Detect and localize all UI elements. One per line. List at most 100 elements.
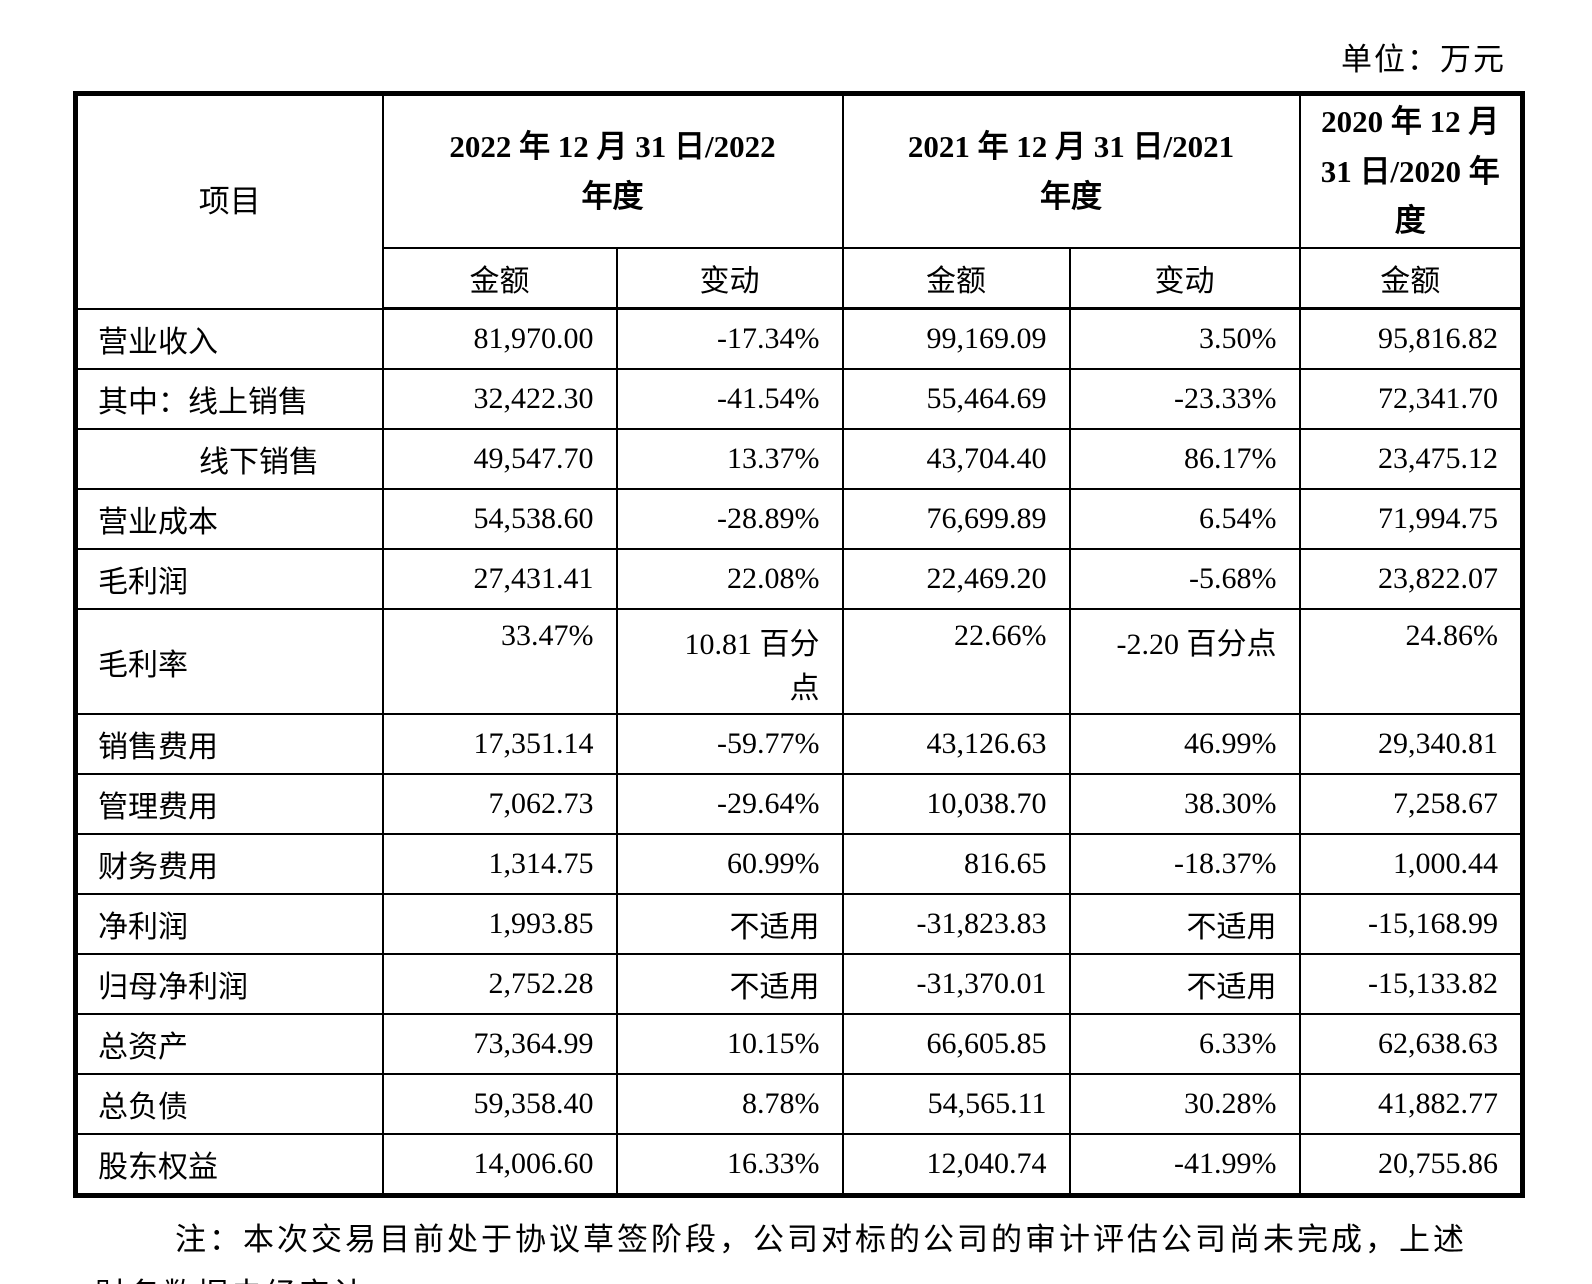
cell-amount-2020: -15,133.82 — [1298, 953, 1524, 1015]
cell-change-2022: 不适用 — [615, 893, 844, 955]
footnote-line2: 财务数据未经审计。 — [95, 1267, 1490, 1284]
row-label: 营业成本 — [74, 488, 384, 550]
header-year-2021-line2: 年度 — [1040, 178, 1102, 214]
row-label: 净利润 — [74, 893, 384, 955]
cell-amount-2022: 2,752.28 — [381, 953, 618, 1015]
table-row: 毛利润 27,431.41 22.08% 22,469.20 -5.68% 23… — [74, 548, 1524, 610]
row-label: 总负债 — [74, 1073, 384, 1135]
cell-amount-2022: 59,358.40 — [381, 1073, 618, 1135]
cell-change-2022: 不适用 — [615, 953, 844, 1015]
cell-amount-2022: 54,538.60 — [381, 488, 618, 550]
cell-amount-2020: 23,822.07 — [1298, 548, 1524, 610]
row-label: 线下销售 — [74, 428, 384, 490]
cell-amount-2022: 81,970.00 — [381, 307, 618, 370]
unit-label: 单位：万元 — [1341, 42, 1506, 77]
subheader-amount-2021: 金额 — [841, 247, 1071, 310]
cell-amount-2020: 41,882.77 — [1298, 1073, 1524, 1135]
header-year-2020-line2: 31 日/2020 年 — [1320, 153, 1500, 189]
table-row: 营业成本 54,538.60 -28.89% 76,699.89 6.54% 7… — [74, 488, 1524, 550]
table-row: 总负债 59,358.40 8.78% 54,565.11 30.28% 41,… — [74, 1073, 1524, 1135]
cell-change-2022: -41.54% — [615, 368, 844, 430]
cell-amount-2021: 66,605.85 — [841, 1013, 1071, 1075]
cell-amount-2022: 27,431.41 — [381, 548, 618, 610]
cell-amount-2021: 99,169.09 — [841, 307, 1071, 370]
cell-change-2021: -41.99% — [1068, 1133, 1301, 1197]
cell-amount-2022: 32,422.30 — [381, 368, 618, 430]
cell-change-2021: 38.30% — [1068, 773, 1301, 835]
cell-change-2022: -28.89% — [615, 488, 844, 550]
header-year-2022-line1: 2022 年 12 月 31 日/2022 — [449, 128, 776, 164]
cell-change-2022: -29.64% — [615, 773, 844, 835]
cell-change-2022: -59.77% — [615, 713, 844, 775]
cell-amount-2020: 24.86% — [1298, 608, 1524, 715]
table-row: 股东权益 14,006.60 16.33% 12,040.74 -41.99% … — [74, 1133, 1524, 1197]
header-year-2020-line3: 度 — [1394, 203, 1426, 239]
header-item: 项目 — [74, 92, 384, 310]
cell-amount-2020: -15,168.99 — [1298, 893, 1524, 955]
cell-amount-2021: 816.65 — [841, 833, 1071, 895]
cell-change-2022: 60.99% — [615, 833, 844, 895]
cell-change-2021: 6.54% — [1068, 488, 1301, 550]
cell-amount-2021: -31,370.01 — [841, 953, 1071, 1015]
cell-change-2022: 10.81 百分点 — [615, 608, 844, 715]
cell-amount-2021: 54,565.11 — [841, 1073, 1071, 1135]
cell-change-2022: 13.37% — [615, 428, 844, 490]
row-label: 财务费用 — [74, 833, 384, 895]
cell-amount-2021: 10,038.70 — [841, 773, 1071, 835]
header-year-2020: 2020 年 12 月 31 日/2020 年 度 — [1298, 92, 1524, 249]
row-label: 归母净利润 — [74, 953, 384, 1015]
cell-amount-2020: 72,341.70 — [1298, 368, 1524, 430]
cell-amount-2022: 73,364.99 — [381, 1013, 618, 1075]
financial-summary-table: 项目 2022 年 12 月 31 日/2022 年度 2021 年 12 月 … — [73, 91, 1525, 1198]
cell-amount-2022: 14,006.60 — [381, 1133, 618, 1197]
cell-amount-2021: 55,464.69 — [841, 368, 1071, 430]
row-label: 总资产 — [74, 1013, 384, 1075]
cell-amount-2022: 17,351.14 — [381, 713, 618, 775]
cell-amount-2021: 12,040.74 — [841, 1133, 1071, 1197]
cell-amount-2020: 62,638.63 — [1298, 1013, 1524, 1075]
table-row: 财务费用 1,314.75 60.99% 816.65 -18.37% 1,00… — [74, 833, 1524, 895]
cell-amount-2020: 20,755.86 — [1298, 1133, 1524, 1197]
row-label: 其中：线上销售 — [74, 368, 384, 430]
cell-amount-2021: 22.66% — [841, 608, 1071, 715]
cell-amount-2020: 29,340.81 — [1298, 713, 1524, 775]
subheader-change-2021: 变动 — [1068, 247, 1301, 310]
cell-amount-2021: 43,126.63 — [841, 713, 1071, 775]
cell-amount-2022: 1,993.85 — [381, 893, 618, 955]
header-year-2021: 2021 年 12 月 31 日/2021 年度 — [841, 92, 1301, 249]
cell-change-2022: 10.15% — [615, 1013, 844, 1075]
cell-change-2021: 不适用 — [1068, 893, 1301, 955]
header-year-2022-line2: 年度 — [581, 178, 644, 214]
table-row: 总资产 73,364.99 10.15% 66,605.85 6.33% 62,… — [74, 1013, 1524, 1075]
row-label: 营业收入 — [74, 307, 384, 370]
row-label: 股东权益 — [74, 1133, 384, 1197]
row-label: 毛利润 — [74, 548, 384, 610]
cell-change-2022: 16.33% — [615, 1133, 844, 1197]
header-year-2022: 2022 年 12 月 31 日/2022 年度 — [381, 92, 844, 249]
cell-change-2021: -18.37% — [1068, 833, 1301, 895]
cell-change-2021: 6.33% — [1068, 1013, 1301, 1075]
table-row: 归母净利润 2,752.28 不适用 -31,370.01 不适用 -15,13… — [74, 953, 1524, 1015]
cell-change-2021: -23.33% — [1068, 368, 1301, 430]
cell-amount-2022: 1,314.75 — [381, 833, 618, 895]
cell-change-2021: 46.99% — [1068, 713, 1301, 775]
cell-change-2021: 30.28% — [1068, 1073, 1301, 1135]
cell-change-2021: 86.17% — [1068, 428, 1301, 490]
cell-change-2021: -5.68% — [1068, 548, 1301, 610]
footnote-line1: 注：本次交易目前处于协议草签阶段，公司对标的公司的审计评估公司尚未完成，上述 — [175, 1222, 1467, 1257]
cell-amount-2020: 7,258.67 — [1298, 773, 1524, 835]
cell-change-2022: -17.34% — [615, 307, 844, 370]
header-row-years: 项目 2022 年 12 月 31 日/2022 年度 2021 年 12 月 … — [74, 92, 1524, 310]
row-label: 毛利率 — [74, 608, 384, 715]
cell-amount-2021: 43,704.40 — [841, 428, 1071, 490]
table-row: 净利润 1,993.85 不适用 -31,823.83 不适用 -15,168.… — [74, 893, 1524, 955]
table-row: 毛利率 33.47% 10.81 百分点 22.66% -2.20 百分点 24… — [74, 608, 1524, 715]
cell-amount-2022: 33.47% — [381, 608, 618, 715]
table-row: 线下销售 49,547.70 13.37% 43,704.40 86.17% 2… — [74, 428, 1524, 490]
cell-amount-2021: 76,699.89 — [841, 488, 1071, 550]
table-row: 其中：线上销售 32,422.30 -41.54% 55,464.69 -23.… — [74, 368, 1524, 430]
table-row: 管理费用 7,062.73 -29.64% 10,038.70 38.30% 7… — [74, 773, 1524, 835]
subheader-change-2022: 变动 — [615, 247, 844, 310]
header-row-sub: 金额 变动 金额 变动 金额 — [76, 247, 1524, 310]
table-row: 营业收入 81,970.00 -17.34% 99,169.09 3.50% 9… — [74, 307, 1524, 370]
